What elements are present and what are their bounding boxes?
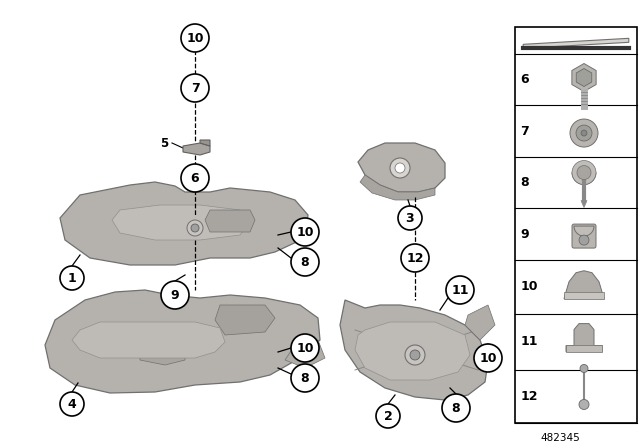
Polygon shape (45, 290, 320, 393)
Circle shape (401, 244, 429, 272)
Circle shape (579, 235, 589, 245)
Circle shape (181, 164, 209, 192)
Circle shape (181, 24, 209, 52)
Text: 7: 7 (191, 82, 200, 95)
Wedge shape (572, 172, 596, 185)
Text: 8: 8 (452, 401, 460, 414)
Polygon shape (200, 140, 210, 146)
Circle shape (580, 365, 588, 372)
Circle shape (60, 392, 84, 416)
Text: 6: 6 (191, 172, 199, 185)
Polygon shape (360, 175, 435, 200)
Text: 8: 8 (520, 176, 529, 189)
Text: 10: 10 (296, 225, 314, 238)
Polygon shape (215, 305, 275, 335)
Polygon shape (572, 64, 596, 91)
Circle shape (474, 344, 502, 372)
Circle shape (181, 74, 209, 102)
Circle shape (576, 125, 592, 141)
Text: 10: 10 (479, 352, 497, 365)
Circle shape (577, 166, 591, 180)
Circle shape (446, 276, 474, 304)
Text: 8: 8 (301, 255, 309, 268)
Polygon shape (564, 292, 604, 299)
Text: 10: 10 (186, 31, 204, 44)
Text: 9: 9 (171, 289, 179, 302)
Polygon shape (112, 205, 250, 240)
Circle shape (442, 394, 470, 422)
Polygon shape (72, 322, 225, 358)
Text: 482345: 482345 (540, 433, 580, 443)
Circle shape (410, 350, 420, 360)
Circle shape (291, 364, 319, 392)
FancyBboxPatch shape (572, 224, 596, 248)
Text: 11: 11 (451, 284, 468, 297)
Text: 1: 1 (68, 271, 76, 284)
Polygon shape (183, 143, 210, 155)
Circle shape (579, 400, 589, 409)
Polygon shape (60, 182, 308, 265)
Polygon shape (576, 69, 592, 86)
Circle shape (191, 224, 199, 232)
Text: 12: 12 (406, 251, 424, 264)
Circle shape (161, 281, 189, 309)
Polygon shape (566, 323, 602, 352)
Polygon shape (581, 201, 587, 207)
Polygon shape (285, 340, 325, 368)
FancyBboxPatch shape (515, 27, 637, 423)
Circle shape (405, 345, 425, 365)
Wedge shape (574, 226, 594, 236)
Circle shape (291, 334, 319, 362)
Circle shape (187, 220, 203, 236)
Text: 11: 11 (520, 335, 538, 348)
Circle shape (376, 404, 400, 428)
Polygon shape (566, 345, 602, 352)
Text: 12: 12 (520, 390, 538, 403)
Circle shape (60, 266, 84, 290)
Text: 9: 9 (520, 228, 529, 241)
Circle shape (395, 163, 405, 173)
Text: 3: 3 (406, 211, 414, 224)
Circle shape (570, 119, 598, 147)
Circle shape (572, 160, 596, 185)
Text: 8: 8 (301, 371, 309, 384)
Circle shape (390, 158, 410, 178)
Polygon shape (340, 300, 488, 400)
Text: 10: 10 (520, 280, 538, 293)
Text: 4: 4 (68, 397, 76, 410)
Polygon shape (524, 39, 628, 48)
Polygon shape (140, 340, 185, 365)
Text: 5: 5 (160, 137, 168, 150)
Text: 6: 6 (520, 73, 529, 86)
Circle shape (291, 248, 319, 276)
Text: 2: 2 (383, 409, 392, 422)
Polygon shape (205, 210, 255, 232)
Text: 7: 7 (520, 125, 529, 138)
Text: 10: 10 (296, 341, 314, 354)
Polygon shape (465, 305, 495, 340)
Circle shape (398, 206, 422, 230)
Circle shape (291, 218, 319, 246)
Polygon shape (358, 143, 445, 192)
Circle shape (581, 130, 587, 136)
Polygon shape (355, 322, 470, 380)
Polygon shape (564, 271, 604, 299)
